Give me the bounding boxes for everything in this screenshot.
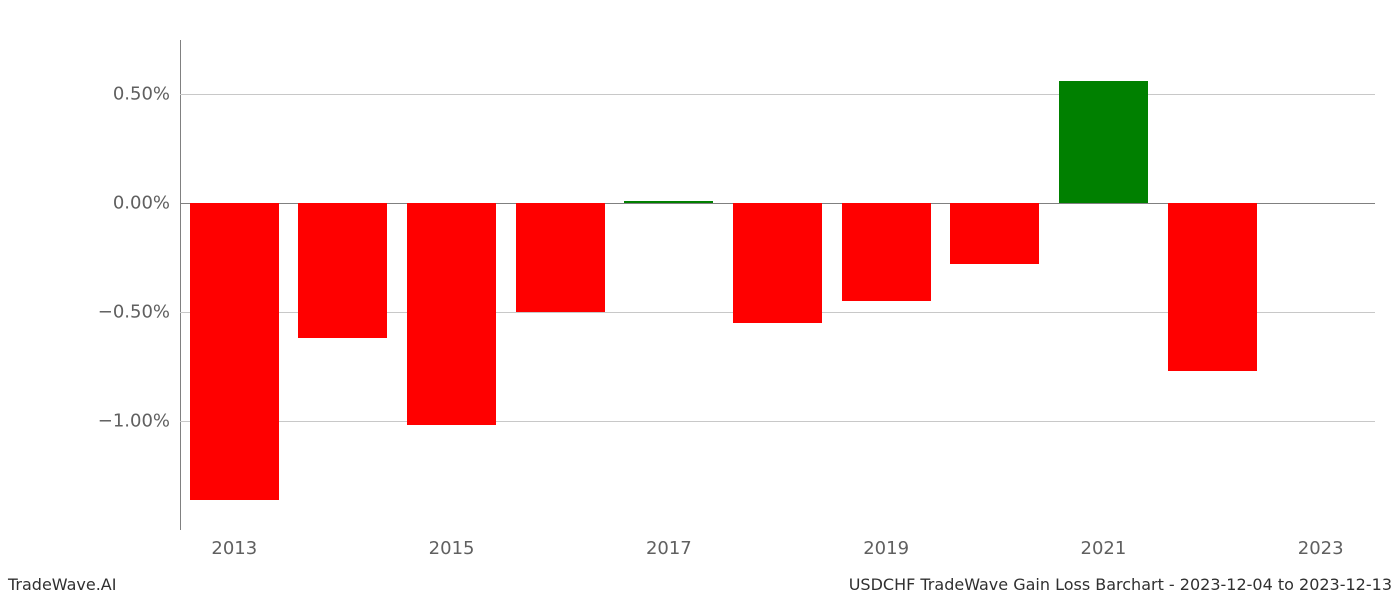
xtick-label: 2017 <box>646 530 692 559</box>
bar <box>516 203 605 312</box>
bar <box>1168 203 1257 371</box>
y-axis-spine <box>180 40 181 530</box>
bar <box>1059 81 1148 203</box>
bar <box>733 203 822 323</box>
ytick-label: 0.00% <box>113 193 180 214</box>
plot-area: 0.50%0.00%−0.50%−1.00%201320152017201920… <box>180 40 1375 530</box>
xtick-label: 2013 <box>211 530 257 559</box>
ytick-label: 0.50% <box>113 84 180 105</box>
bar <box>190 203 279 499</box>
footer-left: TradeWave.AI <box>8 575 116 594</box>
ytick-label: −1.00% <box>98 411 180 432</box>
bar <box>624 201 713 203</box>
xtick-label: 2021 <box>1081 530 1127 559</box>
bar <box>407 203 496 425</box>
xtick-label: 2015 <box>429 530 475 559</box>
xtick-label: 2023 <box>1298 530 1344 559</box>
bar <box>842 203 931 301</box>
bar <box>298 203 387 338</box>
gridline <box>180 421 1375 422</box>
xtick-label: 2019 <box>863 530 909 559</box>
gridline <box>180 94 1375 95</box>
chart-container: 0.50% 0.00% −0.50% −1.00% 2013 2015 2017 2019 20… <box>0 0 1400 600</box>
footer-right: USDCHF TradeWave Gain Loss Barchart - 20… <box>849 575 1392 594</box>
ytick-label: −0.50% <box>98 302 180 323</box>
bar <box>950 203 1039 264</box>
